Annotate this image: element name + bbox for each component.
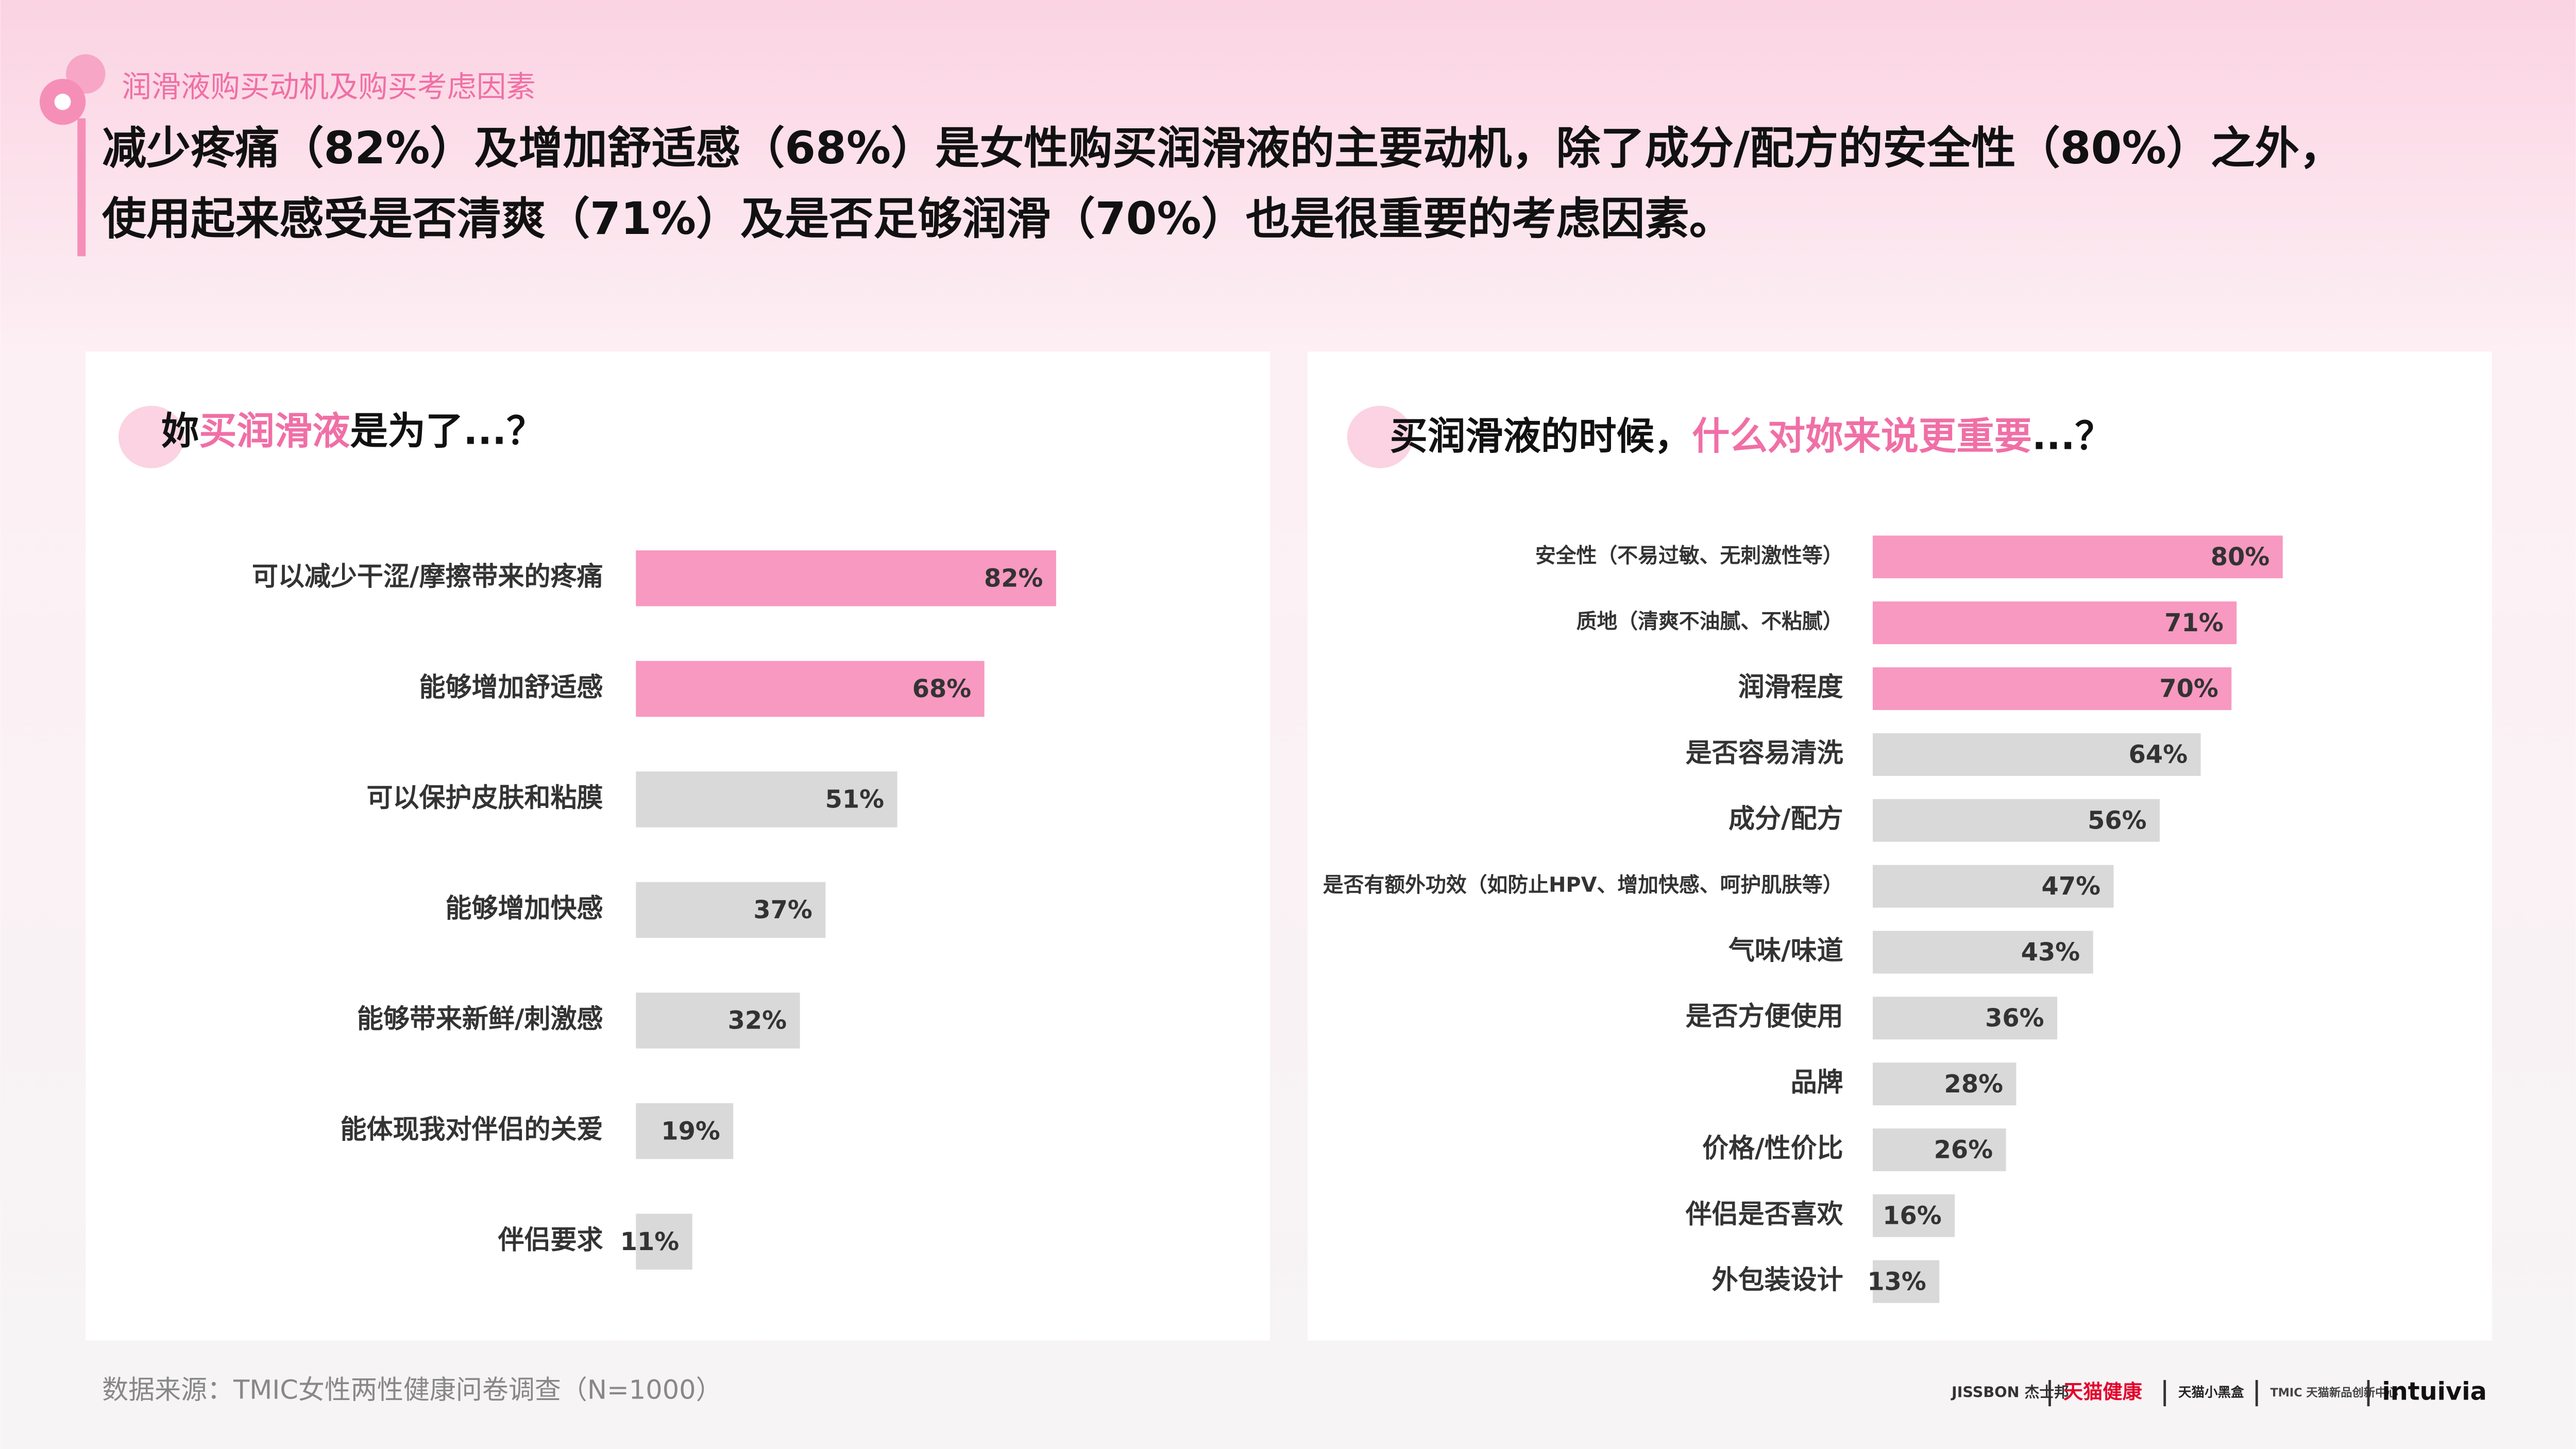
panel [86,351,1270,1341]
bar [636,1214,692,1270]
logo: intuivia [2382,1378,2487,1406]
logo-divider [2367,1380,2370,1407]
category-label: 安全性（不易过敏、无刺激性等） [1535,544,1843,567]
bar [636,771,897,828]
bar [1873,667,2232,710]
source: 数据来源：TMIC女性两性健康问卷调查（N=1000） [102,1375,722,1405]
title-part: 什么对妳来说更重要 [1692,414,2032,458]
bar [1873,601,2237,645]
headline: 使用起来感受是否清爽（71%）及是否足够润滑（70%）也是很重要的考虑因素。 [102,193,1734,245]
bar [1873,931,2093,974]
value-label: 36% [1985,1004,2044,1033]
title-part: 买润滑液的时候， [1390,414,1692,458]
panel [1308,351,2492,1341]
bar [1873,997,2058,1040]
category-label: 气味/味道 [1728,936,1843,966]
category-label: 伴侣是否喜欢 [1685,1199,1843,1229]
bar [636,550,1056,606]
value-label: 13% [1867,1268,1926,1296]
category-label: 品牌 [1791,1068,1843,1098]
category-label: 是否容易清洗 [1686,738,1843,768]
category-label: 伴侣要求 [498,1225,603,1256]
bar [1873,733,2201,776]
value-label: 71% [2164,609,2223,637]
bar [636,661,985,717]
category-label: 能够增加快感 [446,894,603,924]
value-label: 26% [1934,1136,1993,1165]
category-label: 可以减少干涩/摩擦带来的疼痛 [252,562,603,592]
bar [1873,799,2160,842]
logo-divider [2048,1380,2051,1407]
category-label: 润滑程度 [1738,672,1843,702]
bar [636,1103,734,1159]
value-label: 56% [2088,806,2146,835]
bar [636,882,826,938]
value-label: 82% [984,564,1043,593]
category-label: 能体现我对伴侣的关爱 [341,1115,603,1145]
flower-icon [39,54,106,125]
title-part: ...？ [2032,414,2113,458]
category-label: 价格/性价比 [1702,1133,1843,1164]
category-label: 外包装设计 [1712,1265,1843,1295]
section-label: 润滑液购买动机及购买考虑因素 [122,70,535,104]
value-label: 28% [1944,1070,2003,1099]
value-label: 19% [661,1117,720,1145]
value-label: 47% [2042,872,2100,901]
title-part: 妳 [161,410,199,453]
category-label: 可以保护皮肤和粘膜 [367,783,603,813]
value-label: 16% [1883,1202,1941,1230]
category-label: 是否方便使用 [1686,1002,1843,1032]
value-label: 11% [620,1228,679,1256]
value-label: 51% [825,786,884,814]
logo-divider [2255,1380,2258,1407]
logo: JISSBON 杰士邦 [1951,1384,2069,1401]
title-blob [1347,406,1413,468]
value-label: 80% [2211,543,2269,571]
category-label: 成分/配方 [1728,804,1843,834]
bar [1873,1194,1955,1237]
bar [1873,1260,1940,1303]
category-label: 能够增加舒适感 [419,672,603,703]
value-label: 32% [728,1007,787,1035]
headline: 减少疼痛（82%）及增加舒适感（68%）是女性购买润滑液的主要动机，除了成分/配… [102,123,2344,174]
title-blob [118,406,184,468]
value-label: 43% [2021,938,2080,967]
accent-bar [77,118,86,257]
value-label: 68% [912,675,971,703]
value-label: 64% [2129,741,2188,769]
logo: 天猫小黑盒 [2178,1385,2244,1401]
title-part: 买润滑液 [199,410,350,453]
bar [1873,1063,2016,1106]
bar [1873,535,2283,579]
category-label: 质地（清爽不油腻、不粘腻） [1577,610,1843,633]
category-label: 能够带来新鲜/刺激感 [357,1004,603,1035]
value-label: 37% [753,896,812,924]
title-part: 是为了...？ [350,410,544,453]
category-label: 是否有额外功效（如防止HPV、增加快感、呵护肌肤等） [1323,873,1843,897]
bar [1873,865,2114,908]
value-label: 70% [2159,675,2218,703]
logo: TMIC 天猫新品创新中心 [2270,1386,2398,1400]
bar [636,992,800,1049]
chart-title: 买润滑液的时候，什么对妳来说更重要...？ [1390,414,2113,458]
chart-title: 妳买润滑液是为了...？ [161,410,544,453]
bar [1873,1128,2006,1171]
logo-divider [2163,1380,2166,1407]
logo: 天猫健康 [2063,1380,2143,1404]
